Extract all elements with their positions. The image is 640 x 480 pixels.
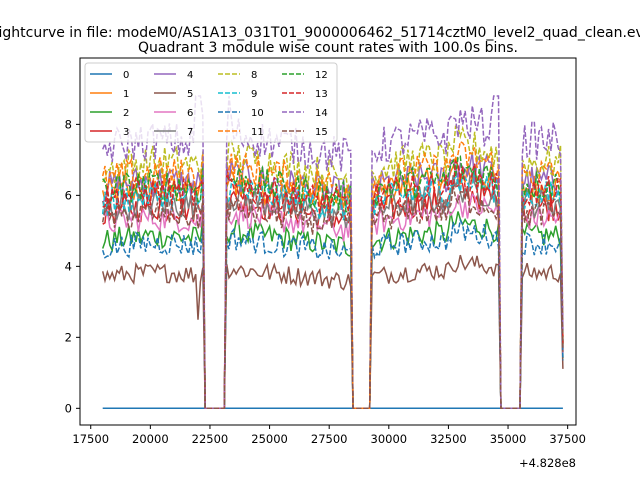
x-tick-label: 30000 [371,432,408,446]
x-axis-offset-label: +4.828e8 [519,456,576,470]
legend-label-2: 2 [123,108,129,119]
legend-label-3: 3 [123,127,129,138]
figure-suptitle: Lightcurve in file: modeM0/AS1A13_031T01… [0,25,640,41]
series-line-2 [101,211,564,410]
legend-label-10: 10 [251,108,264,119]
legend-label-0: 0 [123,70,129,81]
legend-label-1: 1 [123,89,129,100]
y-tick-label: 2 [65,330,72,344]
series-line-5 [101,254,564,410]
legend-label-6: 6 [187,108,193,119]
legend-label-9: 9 [251,89,257,100]
x-tick-label: 37500 [549,432,586,446]
series-line-11 [101,140,564,410]
y-tick-label: 4 [65,259,72,273]
series-line-15 [101,185,564,410]
series-line-14 [102,95,564,410]
series-line-10 [101,218,564,410]
legend-label-14: 14 [315,108,328,119]
plot-area-frame [79,57,577,426]
legend-label-5: 5 [187,89,193,100]
x-axis: 17500 20000 22500 25000 27500 30000 32500 35000… [72,425,586,446]
x-tick-label: 25000 [251,432,288,446]
x-tick-label: 22500 [192,432,229,446]
y-tick-label: 0 [65,401,72,415]
x-tick-label: 32500 [430,432,467,446]
x-tick-label: 35000 [490,432,527,446]
legend-label-7: 7 [187,127,193,138]
legend-label-12: 12 [315,70,328,81]
x-tick-label: 20000 [132,432,169,446]
legend-label-15: 15 [315,127,328,138]
legend-label-11: 11 [251,127,264,138]
series-layer [101,95,564,410]
y-tick-label: 6 [65,188,72,202]
legend-label-8: 8 [251,70,257,81]
legend-label-13: 13 [315,89,328,100]
series-line-13 [102,159,564,410]
x-tick-label: 17500 [72,432,109,446]
x-tick-label: 27500 [311,432,348,446]
y-tick-label: 8 [65,117,72,131]
legend-frame [84,62,338,143]
chart-title: Quadrant 3 module wise count rates with … [138,40,518,56]
legend-label-4: 4 [187,70,193,81]
y-axis: 0 2 4 6 8 [65,117,80,415]
